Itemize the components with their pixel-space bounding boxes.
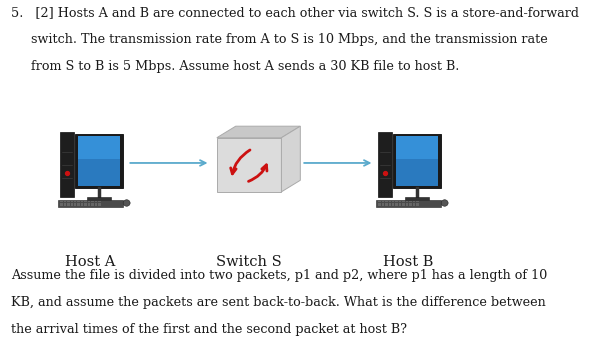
FancyBboxPatch shape	[58, 200, 122, 207]
FancyBboxPatch shape	[413, 203, 415, 204]
FancyBboxPatch shape	[378, 201, 381, 202]
FancyBboxPatch shape	[67, 205, 70, 206]
FancyBboxPatch shape	[416, 201, 419, 202]
FancyBboxPatch shape	[88, 205, 90, 206]
FancyBboxPatch shape	[410, 201, 412, 202]
FancyBboxPatch shape	[64, 205, 66, 206]
FancyBboxPatch shape	[70, 205, 73, 206]
FancyBboxPatch shape	[78, 205, 80, 206]
Ellipse shape	[123, 200, 130, 206]
FancyBboxPatch shape	[388, 203, 391, 204]
FancyBboxPatch shape	[378, 203, 381, 204]
FancyBboxPatch shape	[60, 203, 62, 204]
FancyBboxPatch shape	[87, 197, 111, 200]
FancyBboxPatch shape	[84, 201, 87, 202]
FancyBboxPatch shape	[396, 201, 398, 202]
FancyBboxPatch shape	[399, 205, 401, 206]
FancyBboxPatch shape	[78, 136, 120, 159]
FancyBboxPatch shape	[388, 205, 391, 206]
FancyBboxPatch shape	[399, 201, 401, 202]
FancyBboxPatch shape	[396, 205, 398, 206]
FancyBboxPatch shape	[92, 205, 94, 206]
FancyBboxPatch shape	[416, 203, 419, 204]
FancyBboxPatch shape	[388, 201, 391, 202]
FancyBboxPatch shape	[378, 205, 381, 206]
FancyBboxPatch shape	[84, 205, 87, 206]
Text: the arrival times of the first and the second packet at host B?: the arrival times of the first and the s…	[11, 323, 407, 336]
FancyBboxPatch shape	[382, 203, 384, 204]
FancyBboxPatch shape	[402, 201, 405, 202]
FancyBboxPatch shape	[406, 203, 408, 204]
FancyBboxPatch shape	[81, 205, 84, 206]
FancyBboxPatch shape	[64, 201, 66, 202]
FancyBboxPatch shape	[413, 205, 415, 206]
Text: Host A: Host A	[65, 255, 115, 269]
FancyBboxPatch shape	[392, 203, 395, 204]
FancyBboxPatch shape	[70, 203, 73, 204]
FancyBboxPatch shape	[399, 203, 401, 204]
FancyBboxPatch shape	[376, 200, 441, 207]
FancyBboxPatch shape	[98, 205, 101, 206]
FancyBboxPatch shape	[92, 203, 94, 204]
FancyBboxPatch shape	[98, 201, 101, 202]
FancyBboxPatch shape	[70, 201, 73, 202]
FancyBboxPatch shape	[406, 201, 408, 202]
FancyBboxPatch shape	[410, 205, 412, 206]
FancyBboxPatch shape	[385, 201, 387, 202]
FancyBboxPatch shape	[95, 203, 98, 204]
FancyBboxPatch shape	[393, 134, 441, 188]
Text: 5.   [2] Hosts A and B are connected to each other via switch S. S is a store-an: 5. [2] Hosts A and B are connected to ea…	[11, 6, 579, 19]
FancyBboxPatch shape	[98, 203, 101, 204]
Polygon shape	[217, 138, 281, 192]
FancyBboxPatch shape	[67, 201, 70, 202]
FancyBboxPatch shape	[396, 203, 398, 204]
FancyBboxPatch shape	[385, 205, 387, 206]
Text: Host B: Host B	[383, 255, 433, 269]
FancyBboxPatch shape	[92, 201, 94, 202]
FancyBboxPatch shape	[64, 203, 66, 204]
Text: KB, and assume the packets are sent back-to-back. What is the difference between: KB, and assume the packets are sent back…	[11, 296, 545, 310]
FancyBboxPatch shape	[95, 205, 98, 206]
FancyBboxPatch shape	[60, 205, 62, 206]
FancyBboxPatch shape	[410, 203, 412, 204]
FancyBboxPatch shape	[385, 203, 387, 204]
Ellipse shape	[441, 200, 448, 206]
Text: Assume the file is divided into two packets, p1 and p2, where p1 has a length of: Assume the file is divided into two pack…	[11, 269, 547, 282]
FancyBboxPatch shape	[78, 136, 120, 186]
FancyBboxPatch shape	[60, 201, 62, 202]
FancyBboxPatch shape	[396, 136, 438, 186]
FancyBboxPatch shape	[74, 203, 76, 204]
FancyBboxPatch shape	[392, 201, 395, 202]
FancyBboxPatch shape	[416, 205, 419, 206]
FancyBboxPatch shape	[74, 201, 76, 202]
Polygon shape	[217, 126, 301, 138]
FancyBboxPatch shape	[81, 203, 84, 204]
Text: switch. The transmission rate from A to S is 10 Mbps, and the transmission rate: switch. The transmission rate from A to …	[11, 33, 547, 46]
FancyBboxPatch shape	[76, 134, 122, 188]
FancyBboxPatch shape	[378, 132, 392, 197]
FancyBboxPatch shape	[67, 203, 70, 204]
FancyBboxPatch shape	[405, 197, 428, 200]
FancyBboxPatch shape	[81, 201, 84, 202]
Polygon shape	[281, 126, 301, 192]
FancyBboxPatch shape	[392, 205, 395, 206]
FancyBboxPatch shape	[84, 203, 87, 204]
FancyBboxPatch shape	[382, 201, 384, 202]
Text: from S to B is 5 Mbps. Assume host A sends a 30 KB file to host B.: from S to B is 5 Mbps. Assume host A sen…	[11, 60, 459, 73]
FancyBboxPatch shape	[88, 203, 90, 204]
FancyBboxPatch shape	[88, 201, 90, 202]
FancyBboxPatch shape	[396, 136, 438, 159]
Text: Switch S: Switch S	[216, 255, 282, 269]
FancyBboxPatch shape	[78, 201, 80, 202]
FancyBboxPatch shape	[402, 203, 405, 204]
FancyBboxPatch shape	[78, 203, 80, 204]
FancyBboxPatch shape	[413, 201, 415, 202]
FancyBboxPatch shape	[406, 205, 408, 206]
FancyBboxPatch shape	[95, 201, 98, 202]
FancyBboxPatch shape	[74, 205, 76, 206]
FancyBboxPatch shape	[402, 205, 405, 206]
FancyBboxPatch shape	[382, 205, 384, 206]
FancyBboxPatch shape	[60, 132, 74, 197]
